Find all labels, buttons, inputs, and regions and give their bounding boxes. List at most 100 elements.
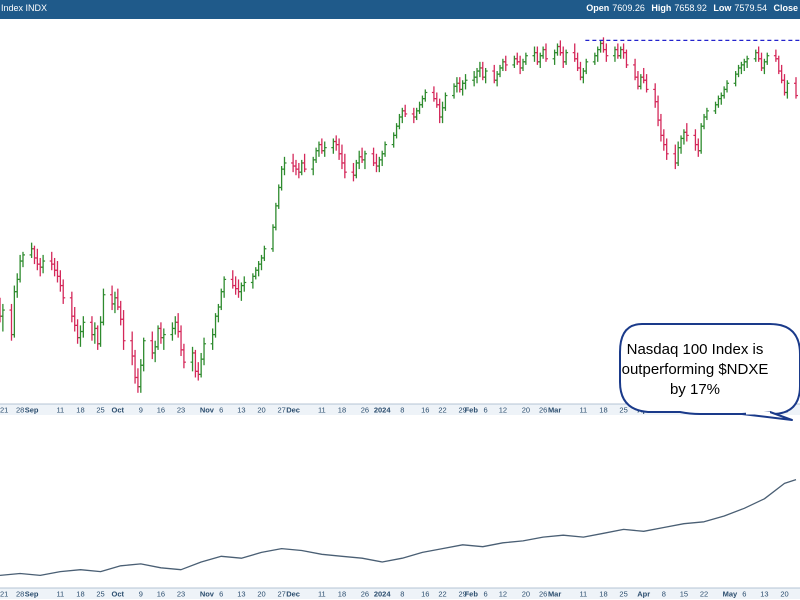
price-bar [52, 257, 57, 277]
price-bar [532, 46, 537, 62]
price-bar [561, 46, 566, 68]
x-tick-label: 11 [318, 406, 326, 415]
price-bar [322, 141, 327, 157]
x-tick-label: 26 [539, 590, 547, 599]
price-bar [595, 46, 600, 62]
price-bar [452, 83, 457, 99]
price-bar [98, 316, 103, 347]
price-bar [173, 316, 178, 335]
x-tick-label: 9 [139, 406, 143, 415]
price-bar [658, 113, 663, 142]
price-bar [342, 153, 347, 179]
price-bar [351, 162, 356, 182]
price-bar [339, 144, 344, 170]
price-bar [331, 138, 336, 154]
price-bar [112, 291, 117, 314]
x-tick-label: May [723, 590, 738, 599]
price-bar [584, 58, 589, 75]
price-bar [495, 71, 500, 87]
price-bar [18, 254, 23, 283]
price-bar [411, 107, 416, 124]
price-bar [612, 46, 617, 62]
price-bar [130, 331, 135, 366]
x-tick-label: 18 [76, 406, 84, 415]
x-tick-label: 11 [579, 590, 587, 599]
price-bar [624, 49, 629, 68]
x-tick-label: Oct [112, 406, 125, 415]
price-bar [618, 46, 623, 59]
x-tick-label: 20 [522, 406, 530, 415]
price-bar [681, 129, 686, 145]
price-bar [360, 147, 365, 163]
symbol-title: Index INDX [1, 3, 48, 13]
chart-header: Index INDX Open 7609.26 High 7658.92 Low 75… [0, 0, 800, 19]
price-bar [434, 92, 439, 108]
price-bar [202, 337, 207, 366]
x-tick-label: 16 [421, 590, 429, 599]
x-tick-label: 11 [579, 406, 587, 415]
low-value: 7579.54 [734, 3, 767, 13]
x-tick-label: 29 [458, 406, 466, 415]
price-bar [296, 162, 301, 179]
price-bar [89, 316, 94, 341]
x-tick-label: 8 [662, 590, 666, 599]
price-bar [713, 101, 718, 114]
callout-line-1: Nasdaq 100 Index is [626, 341, 764, 358]
x-tick-label: Feb [465, 406, 479, 415]
price-bar [475, 67, 480, 84]
price-bar [170, 322, 175, 341]
price-bar [391, 132, 396, 148]
x-tick-label: Nov [200, 590, 215, 599]
x-tick-label: 26 [361, 406, 369, 415]
x-tick-label: Dec [286, 406, 300, 415]
price-bar [78, 325, 83, 347]
x-tick-label: 6 [219, 406, 223, 415]
x-tick-label: 6 [484, 406, 488, 415]
price-bar [503, 55, 508, 72]
price-bar [736, 64, 741, 78]
price-bar [785, 80, 790, 99]
price-bar [69, 291, 74, 323]
x-tick-label: Sep [25, 590, 39, 599]
price-bar [604, 43, 609, 62]
x-tick-label: Nov [200, 406, 215, 415]
x-tick-label: 15 [680, 590, 688, 599]
price-bar [29, 242, 34, 258]
price-bar [213, 313, 218, 338]
price-bar [302, 153, 307, 173]
price-bar [276, 184, 281, 209]
price-bar [337, 138, 342, 160]
ratio-x-axis: 21 28 Sep 11 18 25 Oct 9 16 23 Nov 6 13 20 27 Dec 11 18 26… [0, 587, 800, 599]
x-tick-label: 12 [499, 406, 507, 415]
price-bar [498, 64, 503, 78]
price-bar [156, 325, 161, 350]
x-tick-label: 20 [522, 590, 530, 599]
price-bar [256, 261, 261, 277]
price-bar [400, 107, 405, 124]
price-bar [242, 276, 247, 292]
x-tick-label: 12 [499, 590, 507, 599]
price-bar [55, 261, 60, 283]
price-bar [656, 95, 661, 127]
price-bar [523, 52, 528, 65]
price-bar [161, 328, 166, 350]
price-bar [20, 251, 25, 268]
price-bar [75, 319, 80, 344]
x-tick-label: 25 [619, 406, 627, 415]
price-bar [291, 153, 296, 173]
price-bar [696, 138, 701, 157]
price-bar [394, 123, 399, 139]
callout-text: Nasdaq 100 Index is outperforming $NDXE … [620, 340, 770, 400]
x-tick-label: 13 [237, 406, 245, 415]
price-bar [699, 123, 704, 154]
price-bar [704, 107, 709, 121]
x-tick-label: 16 [157, 590, 165, 599]
price-x-axis: 21 28 Sep 11 18 25 Oct 9 16 23 Nov 6 13 20 27 Dec 11 18 26… [0, 403, 800, 415]
price-bar [138, 359, 143, 393]
price-bar [118, 300, 123, 326]
price-bar [716, 95, 721, 108]
price-bar [765, 52, 770, 65]
price-bar [153, 340, 158, 363]
x-tick-label: 27 [277, 590, 285, 599]
x-tick-label: 26 [361, 590, 369, 599]
